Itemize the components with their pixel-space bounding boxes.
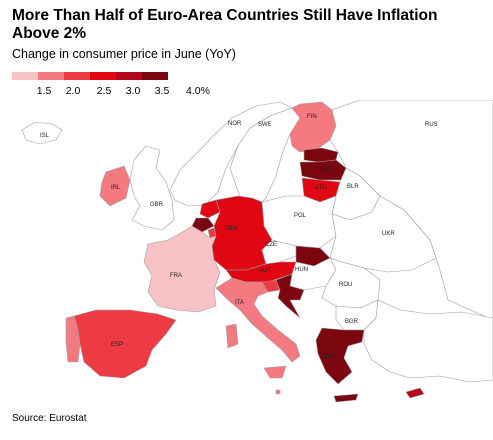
country-FIN[interactable]	[289, 101, 337, 153]
country-BEL[interactable]	[191, 217, 215, 233]
country-ITA-sardinia[interactable]	[225, 323, 239, 349]
label-HUN: HUN	[295, 267, 308, 273]
label-GBR: GBR	[150, 202, 164, 208]
country-MLT[interactable]	[275, 389, 281, 395]
label-BGR: BGR	[345, 319, 359, 325]
label-GRC: GRC	[323, 354, 337, 360]
country-ITA[interactable]	[215, 277, 301, 363]
legend-swatch-3	[64, 72, 90, 80]
label-LVA: LVA	[321, 167, 331, 173]
chart-title: More Than Half of Euro-Area Countries St…	[12, 7, 438, 42]
legend-swatch-2	[38, 72, 64, 80]
country-NLD[interactable]	[199, 199, 221, 219]
country-ITA-sicily[interactable]	[263, 365, 287, 379]
label-UKR: UKR	[382, 231, 395, 237]
legend-tick-2: 2.0	[65, 85, 81, 97]
label-RUS: RUS	[425, 122, 438, 128]
label-SWE: SWE	[258, 122, 272, 128]
chart-subtitle: Change in consumer price in June (YoY)	[12, 47, 236, 61]
label-FRA: FRA	[170, 273, 182, 279]
label-DEU: DEU	[225, 226, 238, 232]
country-TUR[interactable]	[363, 299, 493, 383]
color-legend: 1.5 2.0 2.5 3.0 3.5 4.0%	[12, 72, 252, 100]
country-ESP[interactable]	[73, 309, 177, 379]
label-LTU: LTU	[316, 185, 327, 191]
europe-map: ISL NOR SWE FIN LVA LTU RUS IRL GBR BLR …	[0, 100, 493, 410]
country-SWE[interactable]	[229, 107, 301, 211]
label-CZE: CZE	[265, 242, 277, 248]
label-BLR: BLR	[347, 184, 359, 190]
country-ISL[interactable]	[21, 121, 63, 145]
label-ISL: ISL	[40, 133, 50, 139]
country-GBR[interactable]	[129, 145, 175, 231]
country-FRA[interactable]	[143, 225, 221, 313]
country-GRC-crete[interactable]	[333, 393, 359, 403]
label-POL: POL	[294, 213, 307, 219]
country-HRV[interactable]	[275, 273, 305, 319]
legend-tick-5: 3.5	[154, 85, 170, 97]
label-ITA: ITA	[235, 300, 244, 306]
legend-swatch-5	[116, 72, 142, 80]
legend-tick-6: 4.0%	[186, 85, 210, 97]
label-IRL: IRL	[111, 185, 121, 191]
country-EST[interactable]	[303, 147, 339, 163]
map-svg: ISL NOR SWE FIN LVA LTU RUS IRL GBR BLR …	[21, 100, 493, 403]
legend-swatch-6	[142, 72, 168, 80]
country-CYP[interactable]	[405, 387, 425, 399]
legend-tick-1: 1.5	[36, 85, 52, 97]
legend-tick-4: 3.0	[125, 85, 141, 97]
legend-swatch-4	[90, 72, 116, 80]
source-note: Source: Eurostat	[12, 413, 87, 424]
label-ESP: ESP	[111, 342, 123, 348]
legend-tick-3: 2.5	[96, 85, 112, 97]
label-ROU: ROU	[339, 282, 352, 288]
label-NOR: NOR	[228, 121, 242, 127]
country-IRL[interactable]	[99, 165, 131, 207]
legend-swatch-1	[12, 72, 38, 80]
label-FIN: FIN	[307, 114, 317, 120]
label-AUT: AUT	[259, 268, 271, 274]
country-GRC[interactable]	[315, 327, 365, 385]
country-PRT[interactable]	[65, 315, 81, 363]
